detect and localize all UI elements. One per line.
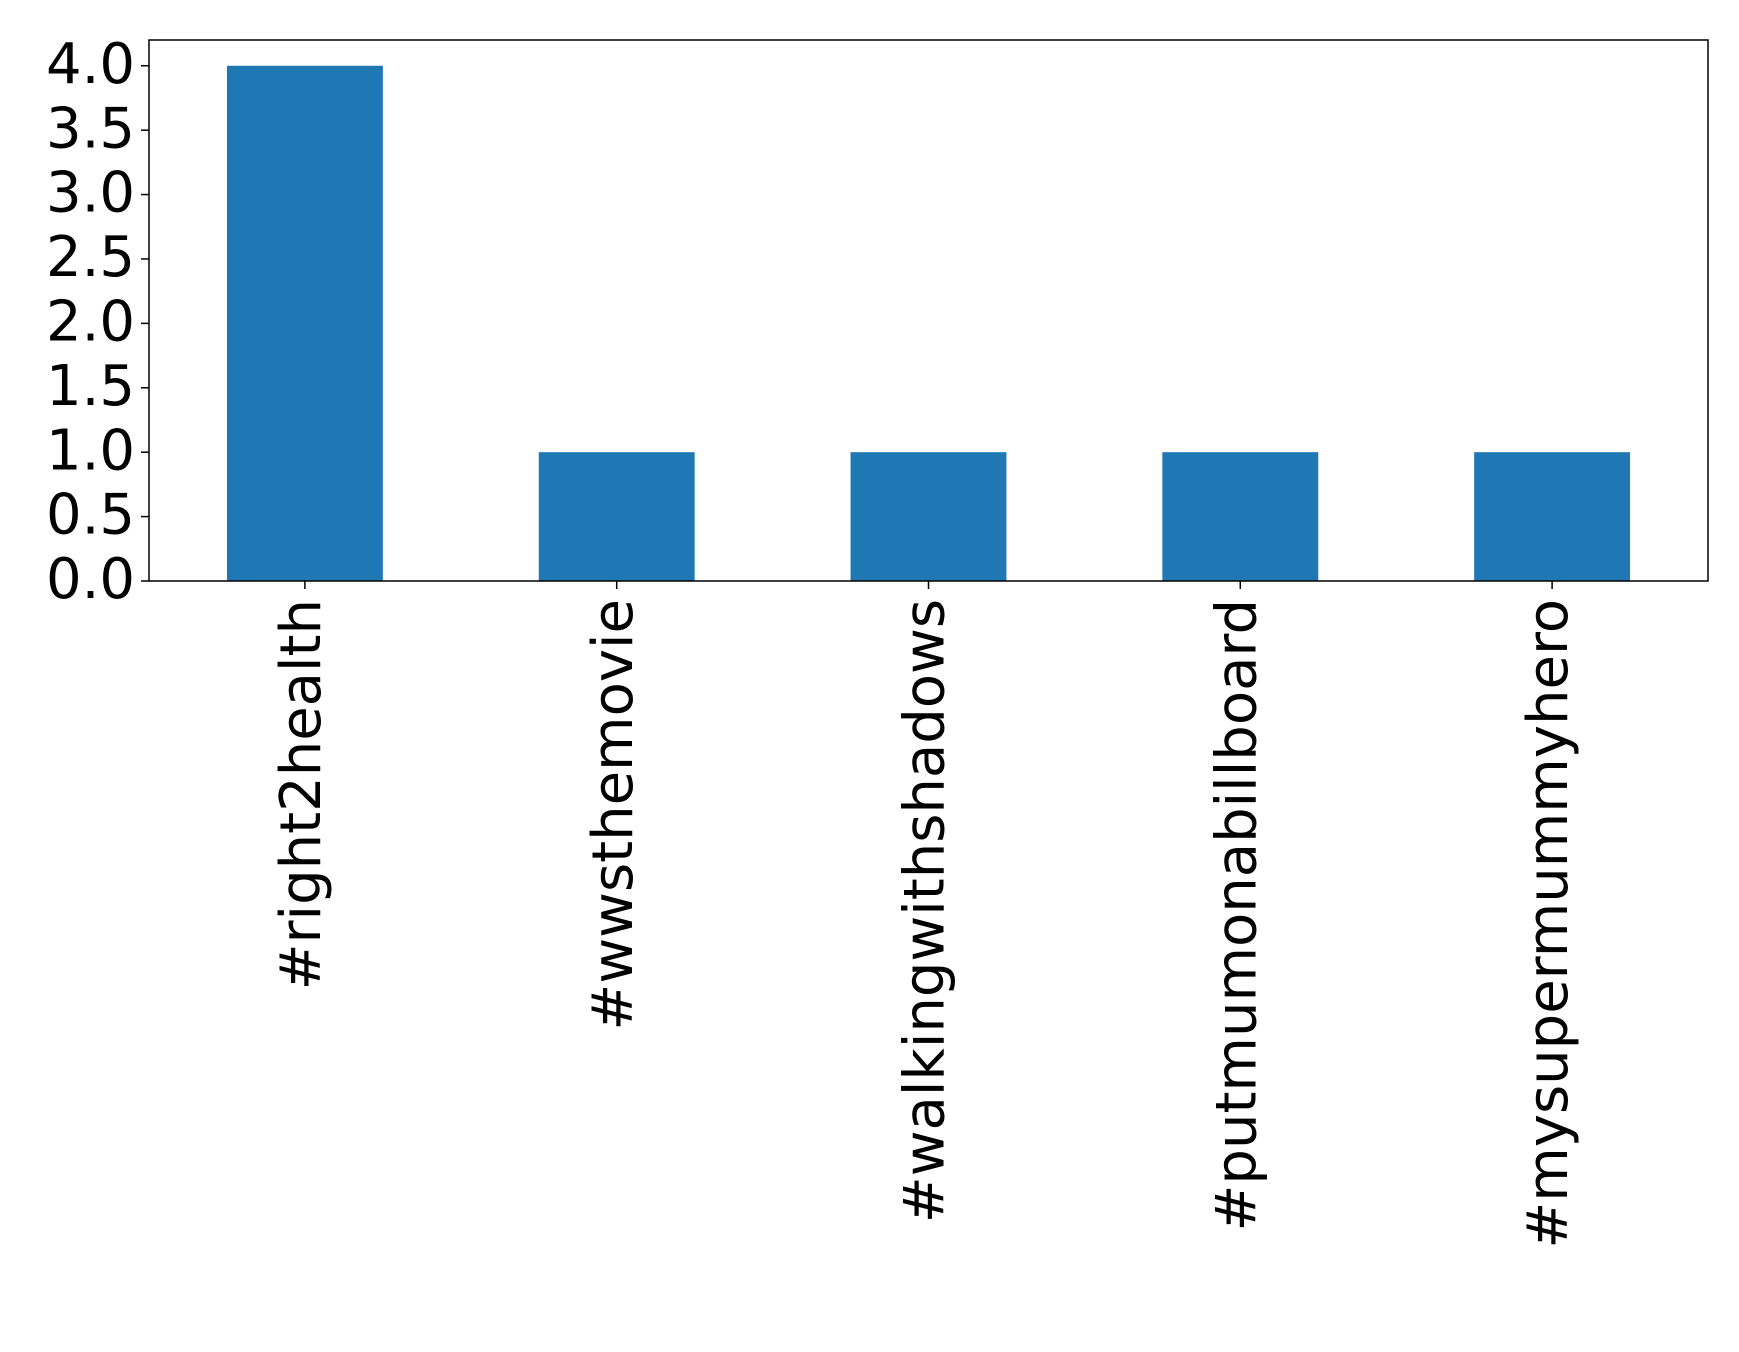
bar [1162,452,1319,581]
plot-frame [148,39,1709,582]
y-tick-label: 0.0 [46,547,135,612]
x-tick-label: #wwsthemovie [581,599,646,1031]
y-tick-label: 3.5 [46,96,135,161]
x-tick-label: #right2health [269,599,334,990]
y-tick-label: 2.5 [46,225,135,290]
y-tick-label: 4.0 [46,32,135,97]
bar [1474,452,1631,581]
x-tick-label: #walkingwithshadows [893,599,958,1223]
y-tick-label: 1.5 [46,354,135,419]
x-tick-label: #mysupermummyhero [1516,599,1581,1249]
bar [226,65,383,581]
y-tick-label: 2.0 [46,290,135,355]
bar [538,452,695,581]
x-tick-label: #putmumonabillboard [1204,599,1269,1232]
y-tick-label: 0.5 [46,483,135,548]
bar [850,452,1007,581]
y-tick-label: 1.0 [46,418,135,483]
y-tick-label: 3.0 [46,161,135,226]
